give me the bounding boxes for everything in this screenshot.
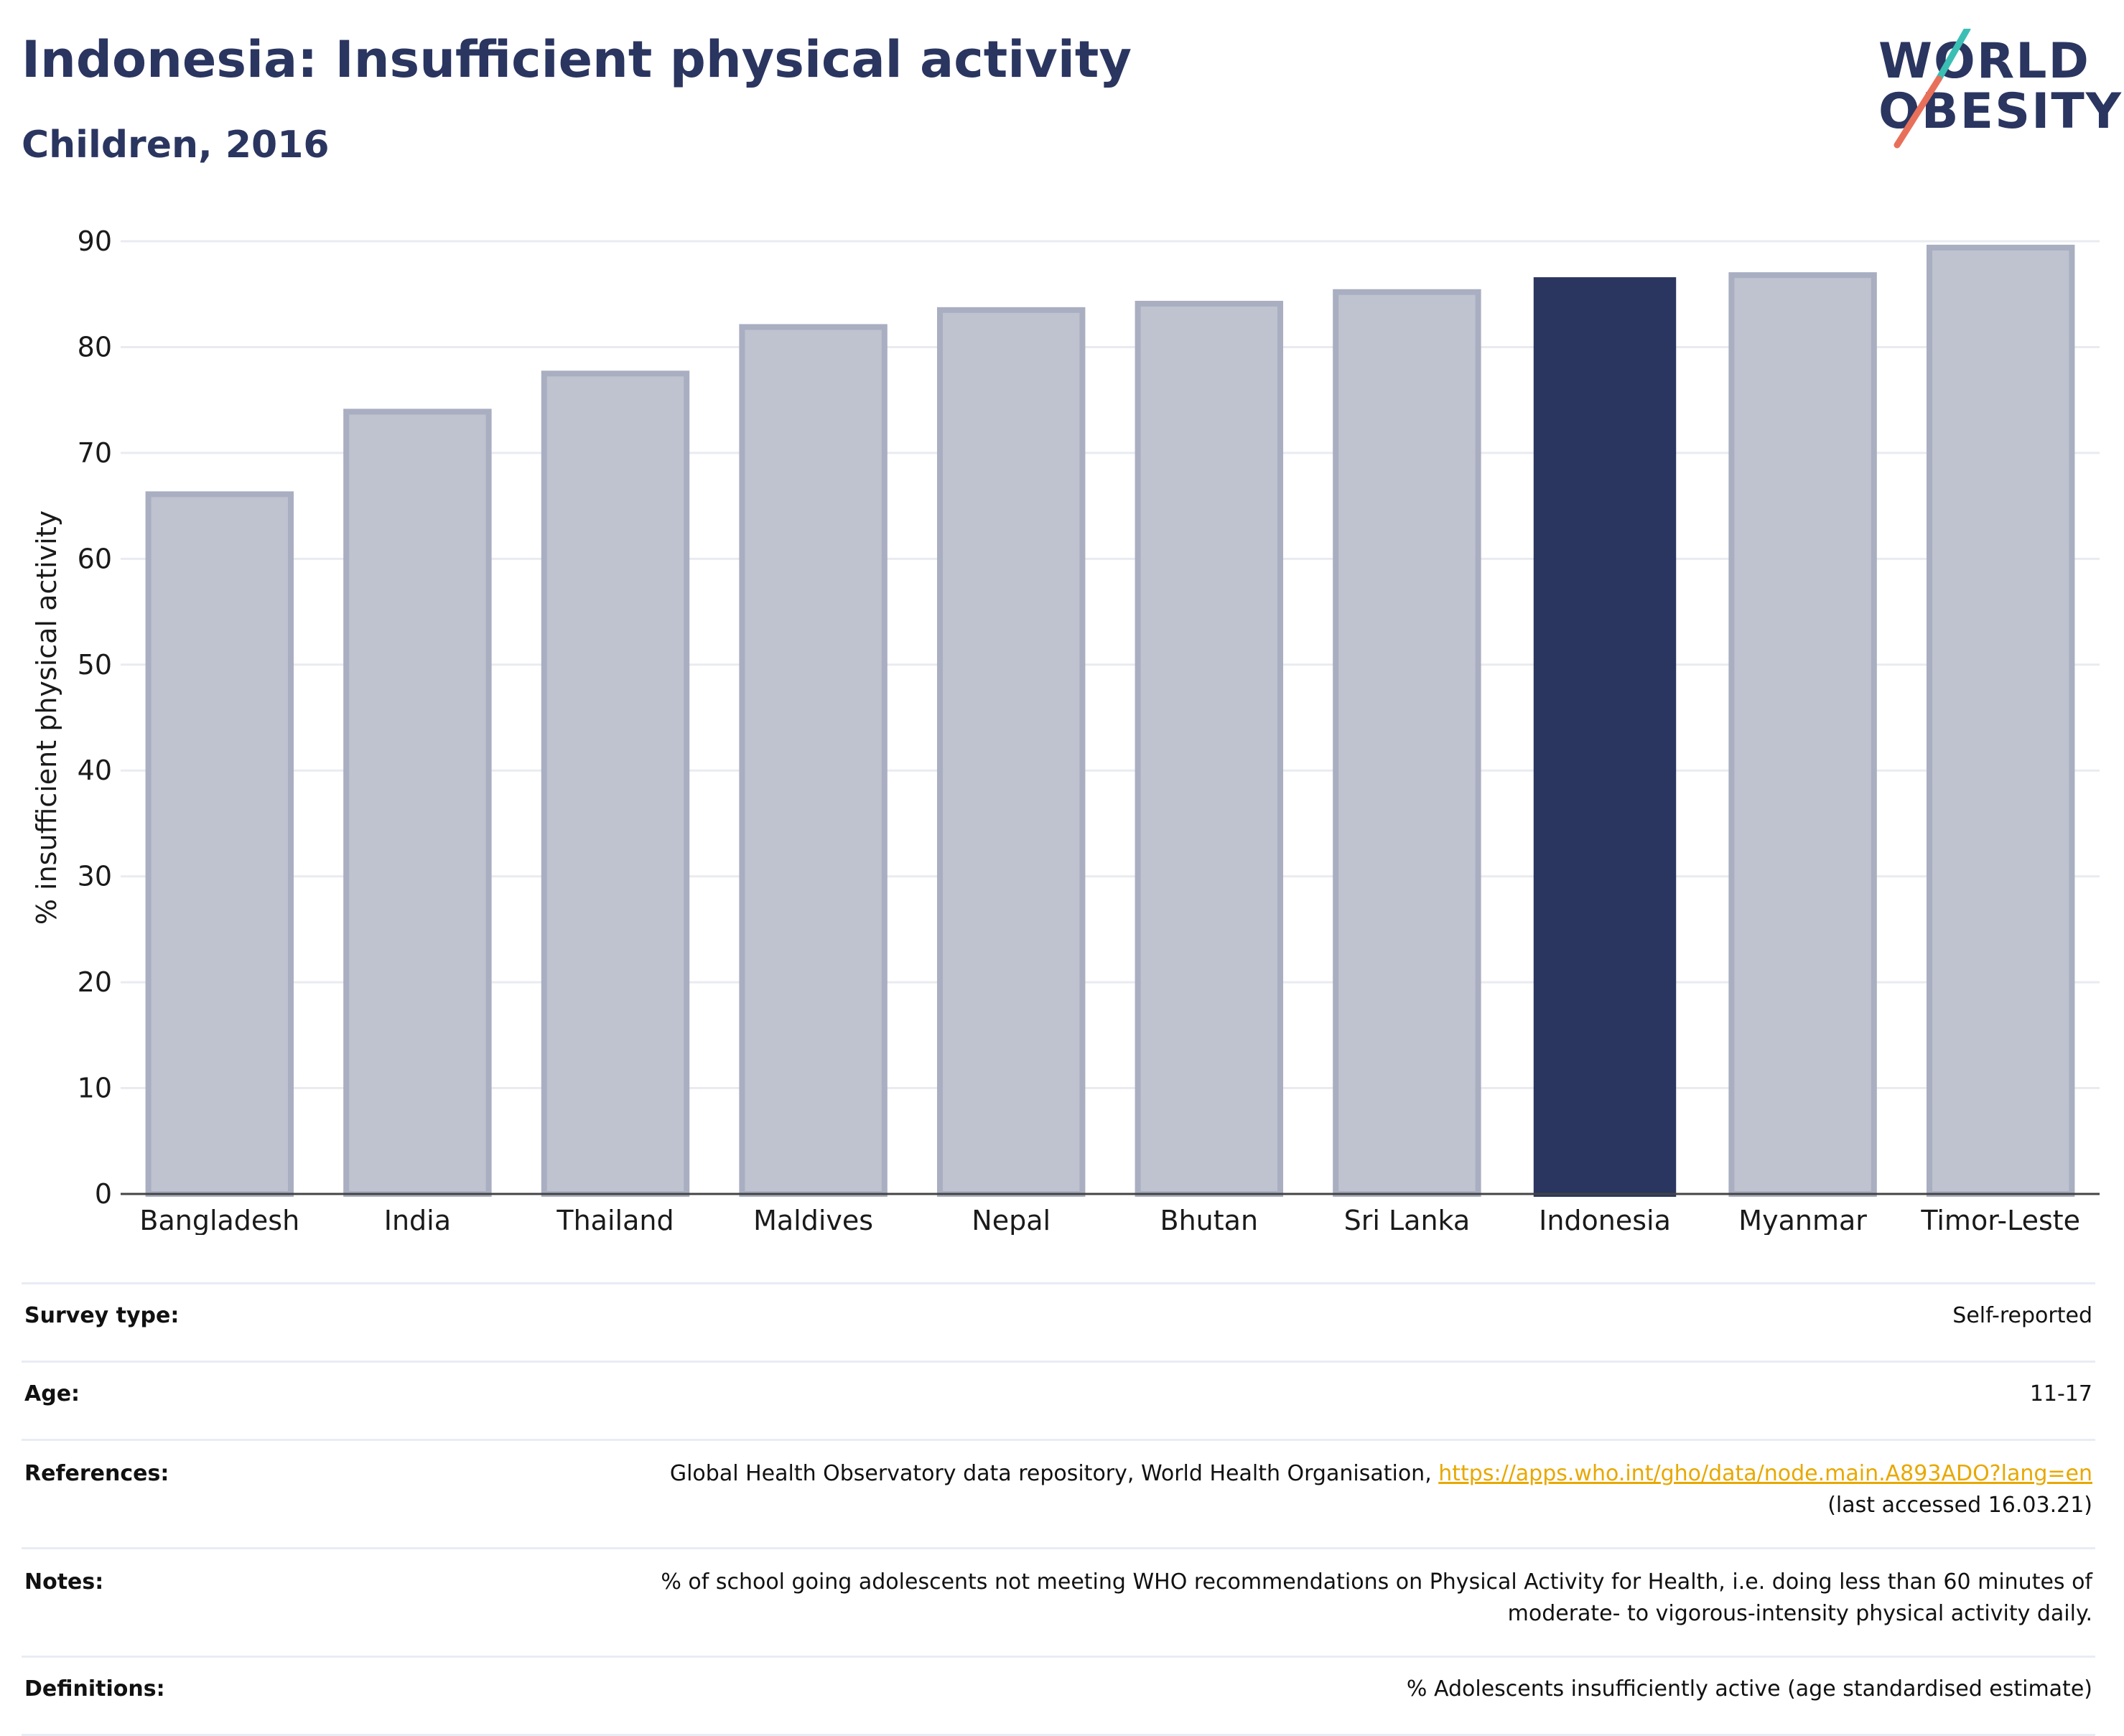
- references-text: Global Health Observatory data repositor…: [669, 1461, 1439, 1486]
- x-tick-label: Bangladesh: [139, 1205, 299, 1235]
- x-tick-label: Sri Lanka: [1344, 1205, 1471, 1235]
- bar-timor-leste: [1926, 244, 2075, 1197]
- info-table: Survey type: Self-reported Age: 11-17 Re…: [22, 1282, 2095, 1736]
- x-axis-ticks: Bangladesh India Thailand Maldives Nepal Bhut…: [139, 1205, 2080, 1235]
- page-subtitle: Children, 2016: [22, 123, 330, 167]
- info-row-references: References: Global Health Observatory da…: [22, 1439, 2095, 1549]
- bar-bhutan: [1135, 300, 1284, 1198]
- x-tick-label: Maldives: [753, 1205, 873, 1235]
- notes-line2: moderate- to vigorous-intensity physical…: [1507, 1601, 2092, 1626]
- definitions-value: % Adolescents insufficiently active (age…: [386, 1656, 2095, 1736]
- y-tick-label: 30: [78, 861, 112, 892]
- bar-myanmar: [1728, 272, 1877, 1197]
- bars: [145, 244, 2075, 1198]
- logo-word-world: WORLD: [1878, 33, 2090, 90]
- survey-type-value: Self-reported: [386, 1282, 2095, 1362]
- references-accessed: (last accessed 16.03.21): [1827, 1493, 2092, 1518]
- bar-thailand: [541, 370, 690, 1198]
- y-tick-label: 10: [78, 1073, 112, 1104]
- x-tick-label: Bhutan: [1160, 1205, 1259, 1235]
- age-label: Age:: [22, 1361, 386, 1440]
- bar-maldives: [739, 324, 888, 1197]
- references-value: Global Health Observatory data repositor…: [386, 1439, 2095, 1549]
- y-tick-label: 50: [78, 649, 112, 681]
- y-tick-label: 60: [78, 543, 112, 574]
- bar-india: [343, 409, 492, 1198]
- definitions-label: Definitions:: [22, 1656, 386, 1736]
- y-tick-label: 20: [78, 966, 112, 998]
- x-tick-label: Indonesia: [1539, 1205, 1671, 1235]
- info-row-definitions: Definitions: % Adolescents insufficientl…: [22, 1656, 2095, 1736]
- world-obesity-logo: WORLD OBESITY: [1867, 29, 2121, 151]
- x-tick-label: Thailand: [556, 1205, 674, 1235]
- x-tick-label: Nepal: [972, 1205, 1051, 1235]
- bar-sri-lanka: [1333, 289, 1481, 1198]
- info-row-survey-type: Survey type: Self-reported: [22, 1282, 2095, 1362]
- y-tick-label: 70: [78, 437, 112, 469]
- references-link[interactable]: https://apps.who.int/gho/data/node.main.…: [1438, 1461, 2092, 1486]
- notes-label: Notes:: [22, 1547, 386, 1657]
- x-tick-label: Myanmar: [1738, 1205, 1867, 1235]
- y-tick-label: 80: [78, 331, 112, 363]
- bar-indonesia: [1533, 277, 1677, 1197]
- references-label: References:: [22, 1439, 386, 1549]
- bar-bangladesh: [145, 491, 294, 1197]
- y-tick-label: 0: [95, 1178, 112, 1210]
- notes-value: % of school going adolescents not meetin…: [386, 1547, 2095, 1657]
- survey-type-label: Survey type:: [22, 1282, 386, 1362]
- info-row-notes: Notes: % of school going adolescents not…: [22, 1547, 2095, 1657]
- y-tick-label: 90: [78, 225, 112, 257]
- notes-line1: % of school going adolescents not meetin…: [661, 1569, 2092, 1595]
- y-axis-label: % insufficient physical activity: [31, 510, 62, 925]
- x-tick-label: India: [384, 1205, 451, 1235]
- y-axis-ticks: 0 10 20 30 40 50 60 70 80 90: [78, 225, 112, 1210]
- bar-chart: 0 10 20 30 40 50 60 70 80 90 Bangladesh India Thail…: [31, 225, 2100, 1235]
- info-row-age: Age: 11-17: [22, 1361, 2095, 1440]
- bar-nepal: [936, 307, 1086, 1198]
- page-title: Indonesia: Insufficient physical activit…: [22, 30, 1132, 89]
- x-tick-label: Timor-Leste: [1920, 1205, 2080, 1235]
- logo-slash-icon: [1894, 29, 1971, 149]
- age-value: 11-17: [386, 1361, 2095, 1440]
- y-tick-label: 40: [78, 755, 112, 786]
